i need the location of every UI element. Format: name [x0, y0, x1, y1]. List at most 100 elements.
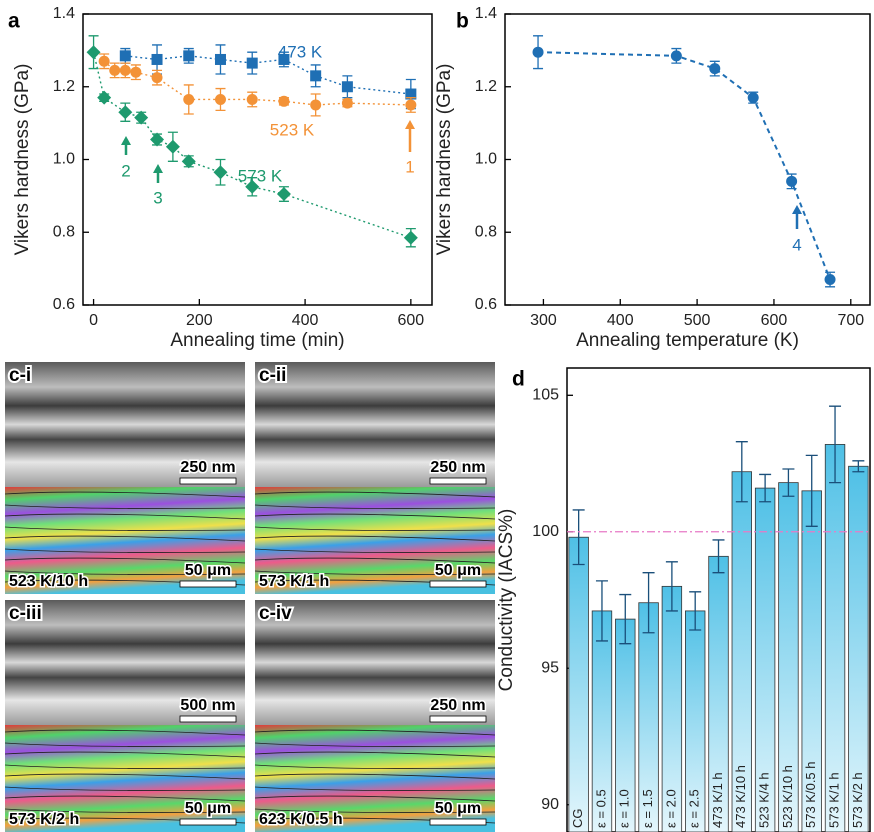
ebsd-map: [255, 725, 495, 832]
bar: [568, 536, 589, 832]
grain-boundary: [254, 548, 496, 553]
marker: [310, 99, 322, 111]
tile-label: c-iv: [259, 603, 292, 624]
marker: [181, 154, 196, 169]
marker: [786, 175, 798, 187]
marker: [130, 66, 142, 78]
tem-scale-bar: [179, 477, 237, 485]
ebsd-scale-label: 50 μm: [185, 800, 231, 817]
grain-boundary: [254, 773, 496, 780]
x-tick-label: 0: [89, 312, 98, 329]
x-tick-label: 400: [607, 312, 634, 329]
grain-boundary: [4, 557, 246, 564]
ebsd-scale-bar: [429, 818, 487, 826]
y-tick-label: 1.0: [475, 151, 497, 168]
marker: [183, 50, 195, 62]
marker: [276, 187, 291, 202]
marker: [214, 53, 226, 65]
ebsd-scale-label: 50 μm: [435, 562, 481, 579]
error-bar: [712, 539, 725, 574]
marker: [405, 88, 417, 100]
marker: [165, 139, 180, 154]
error-bar: [829, 405, 842, 484]
arrow-head: [405, 120, 415, 129]
category-label: 573 K/2 h: [850, 772, 865, 828]
x-tick-label: 600: [761, 312, 788, 329]
error-bar: [572, 509, 585, 566]
error-bar: [805, 454, 818, 527]
grain-boundary: [4, 513, 246, 520]
marker: [214, 93, 226, 105]
condition-label: 523 K/10 h: [9, 573, 88, 590]
y-axis-label: Vikers hardness (GPa): [434, 64, 455, 256]
ebsd-scale-label: 50 μm: [185, 562, 231, 579]
grain-boundary: [4, 742, 246, 747]
grain-boundary: [4, 795, 246, 802]
marker: [86, 45, 101, 60]
series-line: [92, 52, 412, 239]
marker: [341, 81, 353, 93]
y-axis-label: Vikers hardness (GPa): [12, 64, 33, 256]
grain-boundary: [4, 751, 246, 758]
annotation: 2: [121, 161, 130, 180]
category-label: 523 K/10 h: [780, 765, 795, 828]
tem-scale-label: 250 nm: [180, 459, 235, 476]
tem-image: [5, 600, 245, 725]
marker: [97, 90, 112, 105]
x-axis-label: Annealing temperature (K): [576, 330, 799, 351]
panel-letter: a: [8, 10, 20, 33]
tem-scale-bar: [429, 477, 487, 485]
grain-boundary: [254, 729, 496, 736]
ebsd-scale-bar: [179, 580, 237, 588]
marker: [310, 70, 322, 82]
y-tick-label: 0.6: [53, 296, 75, 313]
marker: [532, 46, 544, 58]
grain-boundary: [254, 795, 496, 802]
y-tick-label: 1.0: [53, 151, 75, 168]
annotation: 473 K: [278, 42, 323, 61]
grain-boundary: [4, 786, 246, 791]
plot-frame: [504, 13, 871, 306]
marker: [341, 97, 353, 109]
error-bar: [852, 460, 865, 473]
category-label: 573 K/0.5 h: [803, 762, 818, 829]
marker: [151, 53, 163, 65]
series-line: [103, 60, 411, 106]
marker: [246, 57, 258, 69]
ebsd-scale-bar: [429, 580, 487, 588]
ebsd-map: [255, 487, 495, 594]
arrow-head: [153, 164, 163, 173]
tem-image: [5, 362, 245, 487]
grain-boundary: [4, 764, 246, 769]
grain-boundary: [254, 513, 496, 520]
annotation: 523 K: [270, 120, 315, 139]
marker: [670, 50, 682, 62]
error-bar: [689, 591, 702, 631]
grain-boundary: [4, 570, 246, 575]
marker: [245, 179, 260, 194]
grain-boundary: [254, 491, 496, 498]
error-bar: [759, 473, 772, 503]
error-bar: [642, 572, 655, 634]
marker: [134, 110, 149, 125]
x-tick-label: 500: [684, 312, 711, 329]
y-tick-label: 95: [541, 659, 559, 676]
marker: [98, 55, 110, 67]
arrow-head: [121, 136, 131, 145]
grain-boundary: [4, 491, 246, 498]
tem-scale-label: 250 nm: [430, 459, 485, 476]
tem-image: [255, 362, 495, 487]
marker: [183, 93, 195, 105]
marker: [213, 165, 228, 180]
y-axis-label: Conductivity (IACS%): [496, 509, 517, 692]
grain-boundary: [254, 786, 496, 791]
error-bar: [735, 441, 748, 503]
category-label: ε = 2.0: [663, 789, 678, 828]
marker: [278, 95, 290, 107]
marker: [747, 92, 759, 104]
grain-boundary: [254, 557, 496, 564]
tile-label: c-iii: [9, 603, 42, 624]
grain-boundary: [254, 570, 496, 575]
category-label: 473 K/1 h: [710, 772, 725, 828]
